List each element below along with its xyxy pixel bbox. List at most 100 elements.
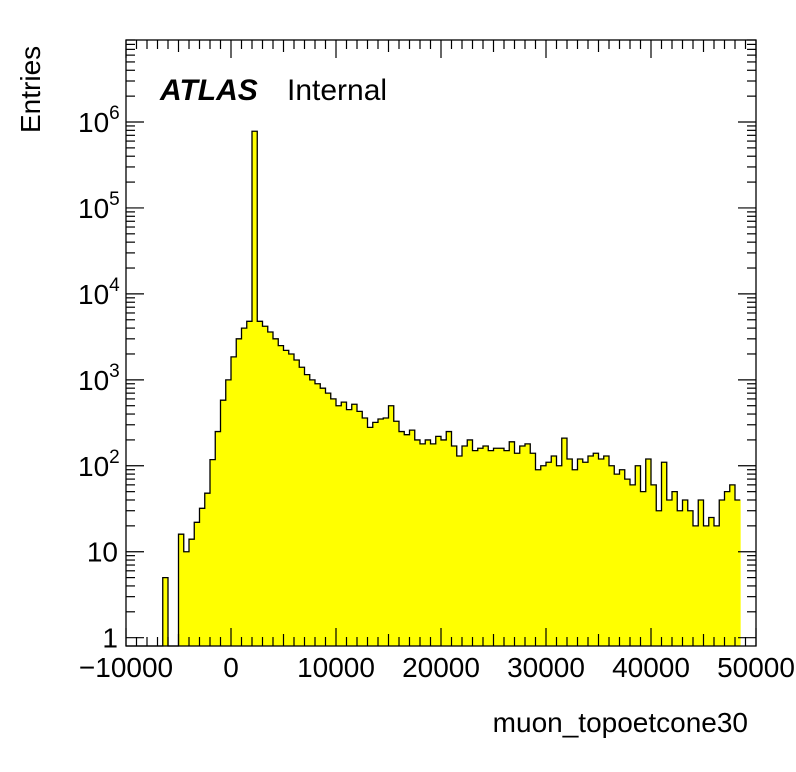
histogram-bin	[672, 491, 678, 646]
x-tick-label: 10000	[297, 652, 375, 683]
histogram-bin	[624, 479, 631, 646]
histogram-bin	[430, 443, 437, 646]
histogram-bin	[687, 510, 694, 646]
histogram-bin	[420, 443, 426, 646]
histogram-bin	[283, 350, 290, 646]
histogram-bin	[393, 421, 400, 646]
histogram-bin	[178, 534, 185, 646]
histogram-bin	[446, 431, 452, 646]
histogram-bin	[535, 469, 542, 646]
axis-ticks	[125, 39, 757, 646]
histogram-bin	[693, 525, 699, 646]
histogram-bin	[514, 453, 521, 646]
histogram-bin	[635, 465, 641, 646]
x-axis-label: muon_topoetcone30	[493, 707, 748, 738]
histogram-bin	[304, 374, 311, 646]
histogram-bin	[241, 328, 248, 646]
histogram-bin	[278, 345, 284, 646]
histogram-bin	[735, 499, 741, 646]
histogram-bin	[399, 431, 405, 646]
histogram-bin	[619, 469, 626, 646]
histogram-bin	[493, 448, 500, 646]
histogram-bin	[210, 459, 216, 646]
y-axis-label: Entries	[15, 46, 46, 133]
histogram-bin	[451, 445, 458, 646]
histogram-bin	[341, 402, 347, 646]
histogram-bin	[435, 436, 442, 646]
x-tick-label: 30000	[507, 652, 585, 683]
histogram-bin	[661, 462, 668, 646]
histogram-bin	[162, 577, 169, 646]
histogram-bin	[472, 450, 479, 646]
atlas-label: ATLAS	[159, 74, 258, 107]
y-tick-label: 1	[102, 623, 118, 654]
histogram-bin	[367, 427, 374, 646]
histogram-bin	[220, 400, 227, 646]
histogram-bin	[199, 508, 206, 646]
histogram-bin	[640, 491, 647, 646]
histogram-bin	[204, 493, 211, 646]
x-tick-label: 50000	[717, 652, 795, 683]
histogram-bin	[540, 465, 547, 646]
histogram-bin	[556, 465, 563, 646]
histogram-bin	[346, 409, 353, 646]
histogram-bin	[519, 445, 526, 646]
histogram-bin	[666, 499, 673, 646]
x-tick-labels: −10000 0 10000 20000 30000 40000 50000	[79, 652, 795, 683]
histogram-bin	[546, 462, 552, 646]
histogram-bin	[414, 439, 421, 646]
histogram-bin	[714, 525, 720, 646]
histogram-bin	[215, 431, 221, 646]
histogram-bin	[441, 439, 447, 646]
histogram-bin	[330, 398, 337, 646]
histogram-bin	[257, 321, 263, 646]
histogram-bars	[162, 131, 741, 646]
histogram-bin	[729, 484, 736, 646]
y-tick-label: 102	[78, 447, 120, 482]
histogram-bin	[299, 367, 305, 646]
histogram-bin	[477, 448, 484, 646]
histogram-bin	[708, 517, 715, 646]
histogram-bin	[351, 404, 358, 646]
histogram-bin	[231, 356, 237, 646]
x-tick-label: 20000	[402, 652, 480, 683]
histogram-bin	[504, 450, 510, 646]
x-tick-label: 40000	[612, 652, 690, 683]
histogram-bin	[225, 379, 232, 646]
histogram-bin	[609, 465, 615, 646]
x-tick-label: 0	[223, 652, 239, 683]
histogram-bin	[357, 411, 363, 646]
histogram-bin	[336, 405, 342, 646]
histogram-bin	[530, 453, 536, 646]
histogram-outline	[126, 130, 741, 647]
histogram-bin	[567, 458, 573, 646]
histogram-bin	[456, 455, 463, 646]
histogram-bin	[273, 338, 279, 646]
histogram-bin	[572, 469, 578, 646]
histogram-bin	[593, 453, 599, 646]
histogram-bin	[656, 510, 662, 646]
histogram-bin	[236, 338, 242, 646]
histogram-bin	[724, 491, 731, 646]
histogram-bin	[603, 455, 610, 646]
y-tick-label: 103	[78, 361, 120, 396]
histogram-bin	[189, 539, 195, 646]
histogram-bin	[498, 448, 505, 646]
histogram-bin	[588, 455, 594, 646]
histogram-bin	[362, 417, 368, 646]
atlas-status-label: Internal	[287, 74, 387, 107]
y-tick-label: 10	[87, 537, 118, 568]
histogram-bin	[483, 445, 489, 646]
histogram-bin	[320, 388, 326, 646]
histogram-bin	[525, 443, 531, 646]
histogram-bin	[561, 438, 568, 646]
histogram-bin	[425, 439, 431, 646]
y-tick-label: 105	[78, 189, 120, 224]
histogram-bin	[577, 458, 584, 646]
histogram-bin	[194, 522, 200, 646]
histogram-bin	[372, 422, 379, 646]
histogram-bin	[488, 450, 494, 646]
histogram-bin	[703, 525, 710, 646]
histogram-bin	[378, 419, 384, 646]
histogram-bin	[309, 379, 316, 646]
